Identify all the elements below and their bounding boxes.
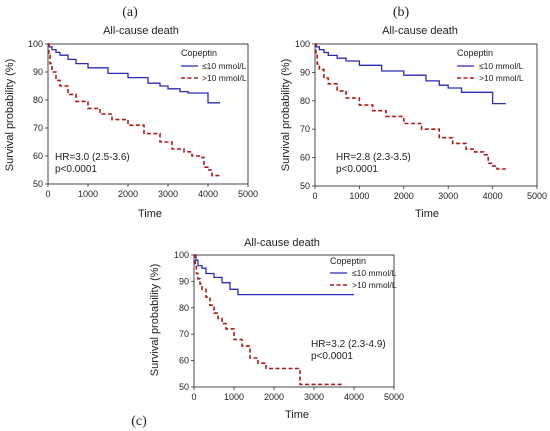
x-tick-label: 3000	[304, 392, 324, 402]
panel-label: (b)	[393, 5, 410, 20]
panel-label: (a)	[122, 5, 138, 20]
panel-a: (a) All-cause death Time Survival probab…	[4, 5, 258, 220]
hazard-ratio-annotation: HR=3.2 (2.3-4.9)	[311, 339, 386, 350]
y-tick-label: 70	[300, 124, 310, 134]
hazard-ratio-annotation: HR=3.0 (2.5-3.6)	[55, 152, 130, 163]
legend-title: Copeptin	[181, 48, 217, 58]
x-tick-label: 5000	[527, 191, 547, 201]
x-tick-label: 2000	[264, 392, 284, 402]
p-value-annotation: p<0.0001	[311, 351, 353, 362]
x-tick-label: 5000	[238, 189, 258, 199]
panel-c: (c) All-cause death Time Survival probab…	[131, 237, 404, 429]
y-tick-label: 50	[300, 181, 310, 191]
x-tick-label: 5000	[384, 392, 404, 402]
y-tick-label: 60	[33, 151, 43, 161]
plot-frame	[47, 43, 249, 185]
hazard-ratio-annotation: HR=2.8 (2.3-3.5)	[336, 152, 411, 163]
series-line-low-copeptin	[194, 254, 354, 296]
x-tick-label: 1000	[78, 189, 98, 199]
y-tick-label: 90	[179, 276, 189, 286]
y-tick-label: 50	[33, 179, 43, 189]
panel-label: (c)	[131, 414, 147, 429]
chart-title: All-cause death	[244, 237, 320, 249]
panel-b: (b) All-cause death Time Survival probab…	[280, 5, 547, 220]
y-tick-label: 90	[33, 67, 43, 77]
legend-label-high: >10 mmol/L	[352, 280, 397, 290]
series-line-high-copeptin	[48, 43, 220, 177]
chart-title: All-cause death	[382, 25, 458, 37]
y-axis-label: Survival probability (%)	[280, 59, 292, 171]
plot-frame	[193, 254, 395, 388]
x-tick-label: 2000	[394, 191, 414, 201]
x-axis-label: Time	[415, 208, 439, 220]
p-value-annotation: p<0.0001	[55, 164, 97, 175]
series-line-low-copeptin	[315, 43, 506, 105]
y-tick-label: 100	[174, 250, 189, 260]
y-tick-label: 80	[179, 303, 189, 313]
x-axis-label: Time	[138, 208, 162, 220]
y-tick-label: 70	[33, 123, 43, 133]
x-tick-label: 0	[312, 191, 317, 201]
x-tick-label: 1000	[349, 191, 369, 201]
y-tick-label: 60	[179, 356, 189, 366]
y-axis-label: Survival probability (%)	[4, 59, 16, 171]
x-tick-label: 3000	[158, 189, 178, 199]
legend-label-high: >10 mmol/L	[202, 73, 247, 83]
y-tick-label: 100	[28, 39, 43, 49]
x-tick-label: 4000	[198, 189, 218, 199]
x-tick-label: 2000	[118, 189, 138, 199]
p-value-annotation: p<0.0001	[336, 164, 378, 175]
x-tick-label: 0	[45, 189, 50, 199]
plot-frame	[314, 43, 538, 187]
y-tick-label: 100	[295, 39, 310, 49]
series-line-low-copeptin	[48, 43, 220, 104]
x-tick-label: 4000	[344, 392, 364, 402]
x-tick-label: 0	[191, 392, 196, 402]
x-axis-label: Time	[285, 409, 309, 421]
y-tick-label: 60	[300, 153, 310, 163]
y-tick-label: 80	[300, 96, 310, 106]
y-tick-label: 80	[33, 95, 43, 105]
y-axis-label: Survival probability (%)	[149, 264, 161, 376]
y-tick-label: 90	[300, 67, 310, 77]
y-tick-label: 50	[179, 382, 189, 392]
legend-title: Copeptin	[330, 256, 366, 266]
legend-label-low: ≤10 mmol/L	[352, 268, 397, 278]
chart-title: All-cause death	[103, 25, 179, 37]
series-line-high-copeptin	[315, 43, 506, 170]
x-tick-label: 1000	[224, 392, 244, 402]
legend-label-high: >10 mmol/L	[479, 73, 524, 83]
x-tick-label: 3000	[438, 191, 458, 201]
x-tick-label: 4000	[483, 191, 503, 201]
y-tick-label: 70	[179, 329, 189, 339]
legend-label-low: ≤10 mmol/L	[479, 61, 524, 71]
legend-label-low: ≤10 mmol/L	[202, 61, 247, 71]
legend-title: Copeptin	[457, 48, 493, 58]
series-line-high-copeptin	[194, 254, 342, 386]
